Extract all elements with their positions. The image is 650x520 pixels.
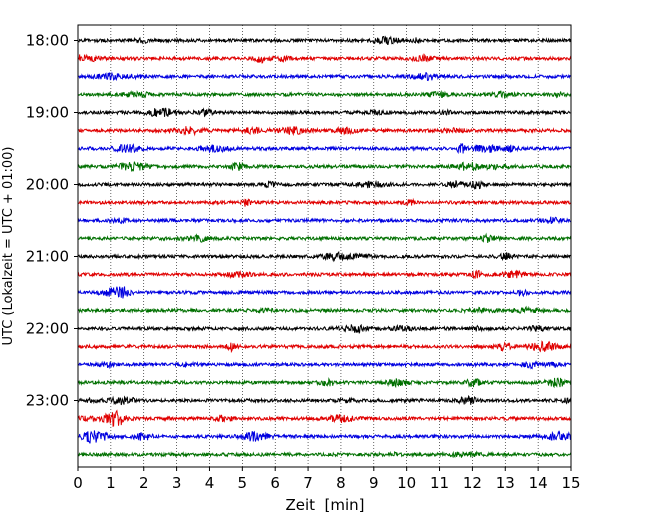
x-tick-label: 13 (496, 474, 515, 492)
trace-row (77, 179, 572, 191)
x-tick-label: 7 (303, 474, 313, 492)
y-axis-label: UTC (Lokalzeit = UTC + 01:00) (1, 147, 16, 346)
plot-frame (77, 24, 572, 468)
x-tick-label: 12 (463, 474, 482, 492)
x-tick-label: 6 (270, 474, 280, 492)
x-tick-label: 10 (397, 474, 416, 492)
x-tick-label: 11 (430, 474, 449, 492)
trace-row (77, 394, 572, 406)
trace-row (77, 71, 572, 82)
trace-row (77, 89, 572, 99)
trace-row (77, 53, 572, 64)
trace-row (77, 323, 572, 334)
trace-row (77, 450, 572, 459)
trace-row (77, 107, 572, 118)
trace-row (77, 305, 572, 315)
x-tick-label: 4 (205, 474, 215, 492)
trace-row (77, 269, 572, 280)
x-tick-label: 1 (106, 474, 116, 492)
trace-row (77, 359, 572, 370)
trace-row (77, 340, 572, 354)
trace-row (77, 232, 572, 243)
y-tick-label: 22:00 (26, 320, 69, 338)
x-tick-label: 8 (336, 474, 346, 492)
trace-row (77, 125, 572, 137)
y-tick-label: 23:00 (26, 392, 69, 410)
trace-row (77, 143, 572, 155)
y-tick-label: 20:00 (26, 176, 69, 194)
x-tick-label: 2 (139, 474, 149, 492)
x-axis-ticks: 0 1 2 3 4 5 6 7 8 9 10 11 12 13 14 15 (73, 467, 581, 492)
trace-row (77, 409, 572, 427)
x-tick-label: 15 (561, 474, 580, 492)
trace-row (77, 250, 572, 263)
trace-row (77, 216, 572, 225)
x-axis-label: Zeit [min] (285, 496, 364, 514)
x-tick-label: 3 (172, 474, 182, 492)
trace-row (77, 197, 572, 207)
y-axis-ticks: 18:00 19:00 20:00 21:00 22:00 23:00 (26, 32, 78, 410)
y-tick-label: 18:00 (26, 32, 69, 50)
trace-row (77, 430, 572, 444)
trace-row (77, 35, 572, 45)
trace-row (77, 286, 572, 299)
y-tick-label: 21:00 (26, 248, 69, 266)
x-tick-label: 9 (369, 474, 379, 492)
trace-rows (77, 35, 572, 459)
x-tick-label: 5 (238, 474, 248, 492)
trace-row (77, 376, 572, 389)
trace-row (77, 161, 572, 172)
y-tick-label: 19:00 (26, 104, 69, 122)
x-tick-label: 0 (73, 474, 83, 492)
x-tick-label: 14 (529, 474, 548, 492)
